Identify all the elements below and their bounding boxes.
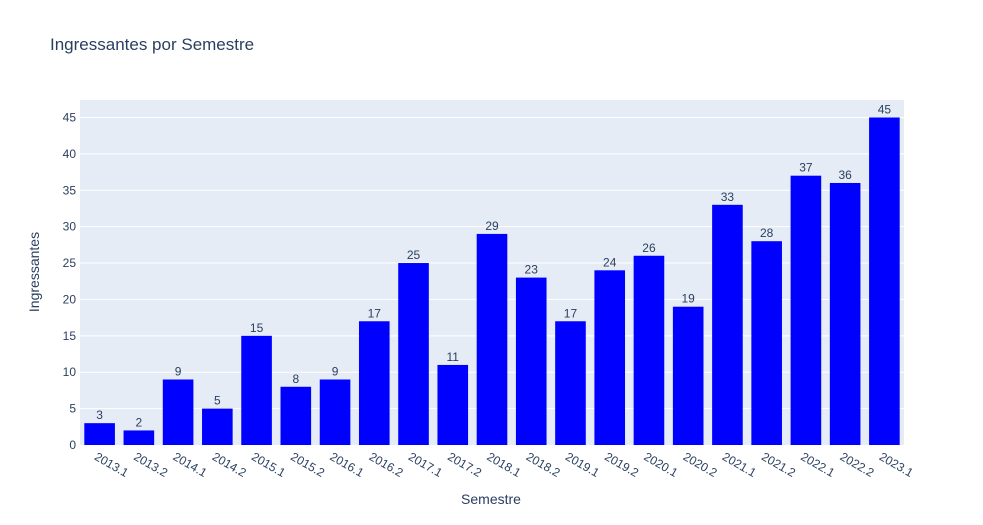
bar-value-label: 3	[96, 408, 103, 422]
bar[interactable]	[162, 379, 194, 445]
chart-title: Ingressantes por Semestre	[50, 35, 254, 54]
bar-value-label: 19	[682, 292, 696, 306]
bar[interactable]	[398, 263, 429, 445]
bar-value-label: 37	[799, 161, 813, 175]
x-tick-label: 2019.1	[563, 449, 602, 480]
bar[interactable]	[672, 306, 704, 445]
x-tick-label: 2022.1	[798, 449, 837, 480]
x-tick-label: 2016.1	[328, 449, 367, 480]
bar[interactable]	[476, 233, 508, 445]
bar-value-label: 36	[838, 168, 852, 182]
y-tick-label: 15	[63, 329, 77, 343]
bar-value-label: 9	[332, 364, 339, 378]
x-tick-label: 2014.2	[210, 449, 249, 480]
bar-value-label: 29	[485, 219, 499, 233]
y-tick-label: 0	[69, 438, 76, 452]
x-tick-label: 2013.1	[92, 449, 131, 480]
x-tick-label: 2017.2	[445, 449, 484, 480]
bar-value-label: 33	[721, 190, 735, 204]
y-tick-label: 35	[63, 183, 77, 197]
bar[interactable]	[594, 270, 626, 445]
bar-value-label: 17	[368, 306, 382, 320]
x-tick-label: 2021.1	[720, 449, 759, 480]
bar[interactable]	[790, 175, 822, 445]
bar-value-label: 23	[525, 263, 539, 277]
y-tick-label: 20	[63, 292, 77, 306]
x-tick-label: 2013.2	[131, 449, 170, 480]
y-tick-label: 40	[63, 147, 77, 161]
y-tick-label: 45	[63, 110, 77, 124]
bar[interactable]	[123, 430, 155, 445]
y-tick-label: 5	[69, 402, 76, 416]
x-tick-label: 2021.2	[759, 449, 798, 480]
x-tick-label: 2015.2	[288, 449, 327, 480]
bar[interactable]	[319, 379, 351, 445]
bar[interactable]	[869, 117, 900, 445]
bar[interactable]	[633, 255, 665, 445]
x-tick-label: 2020.2	[681, 449, 720, 480]
x-tick-label: 2020.1	[641, 449, 680, 480]
x-tick-label: 2018.2	[524, 449, 563, 480]
bar-value-label: 24	[603, 255, 617, 269]
x-tick-label: 2022.2	[838, 449, 877, 480]
y-axis-title: Ingressantes	[26, 232, 42, 312]
bar-value-label: 26	[642, 241, 656, 255]
bar-value-label: 2	[136, 415, 143, 429]
x-tick-label: 2015.1	[249, 449, 288, 480]
bar-value-label: 28	[760, 226, 774, 240]
bar-value-label: 45	[878, 102, 892, 116]
bar[interactable]	[358, 321, 390, 445]
bar[interactable]	[280, 386, 312, 445]
bar[interactable]	[751, 241, 782, 445]
bar[interactable]	[515, 277, 547, 445]
bar-value-label: 9	[175, 364, 182, 378]
x-tick-label: 2014.1	[171, 449, 210, 480]
bar[interactable]	[555, 321, 586, 445]
bar-value-label: 5	[214, 394, 221, 408]
bar-value-label: 25	[407, 248, 421, 262]
x-tick-label: 2016.2	[367, 449, 406, 480]
x-tick-label: 2019.2	[602, 449, 641, 480]
bar-value-label: 11	[447, 350, 460, 364]
x-axis-title: Semestre	[461, 491, 521, 507]
bar[interactable]	[202, 408, 233, 445]
y-tick-label: 25	[63, 256, 77, 270]
y-tick-label: 10	[63, 365, 77, 379]
y-tick-label: 30	[63, 220, 77, 234]
x-tick-label: 2023.1	[877, 449, 916, 480]
bar[interactable]	[84, 423, 115, 445]
x-tick-label: 2018.1	[485, 449, 524, 480]
bar-value-label: 8	[292, 372, 299, 386]
x-tick-label: 2017.1	[406, 449, 445, 480]
bar-value-label: 17	[564, 306, 578, 320]
bar[interactable]	[241, 335, 272, 445]
bar[interactable]	[712, 204, 743, 445]
bar[interactable]	[829, 182, 861, 446]
bar-value-label: 15	[250, 321, 264, 335]
bar[interactable]	[437, 364, 469, 445]
